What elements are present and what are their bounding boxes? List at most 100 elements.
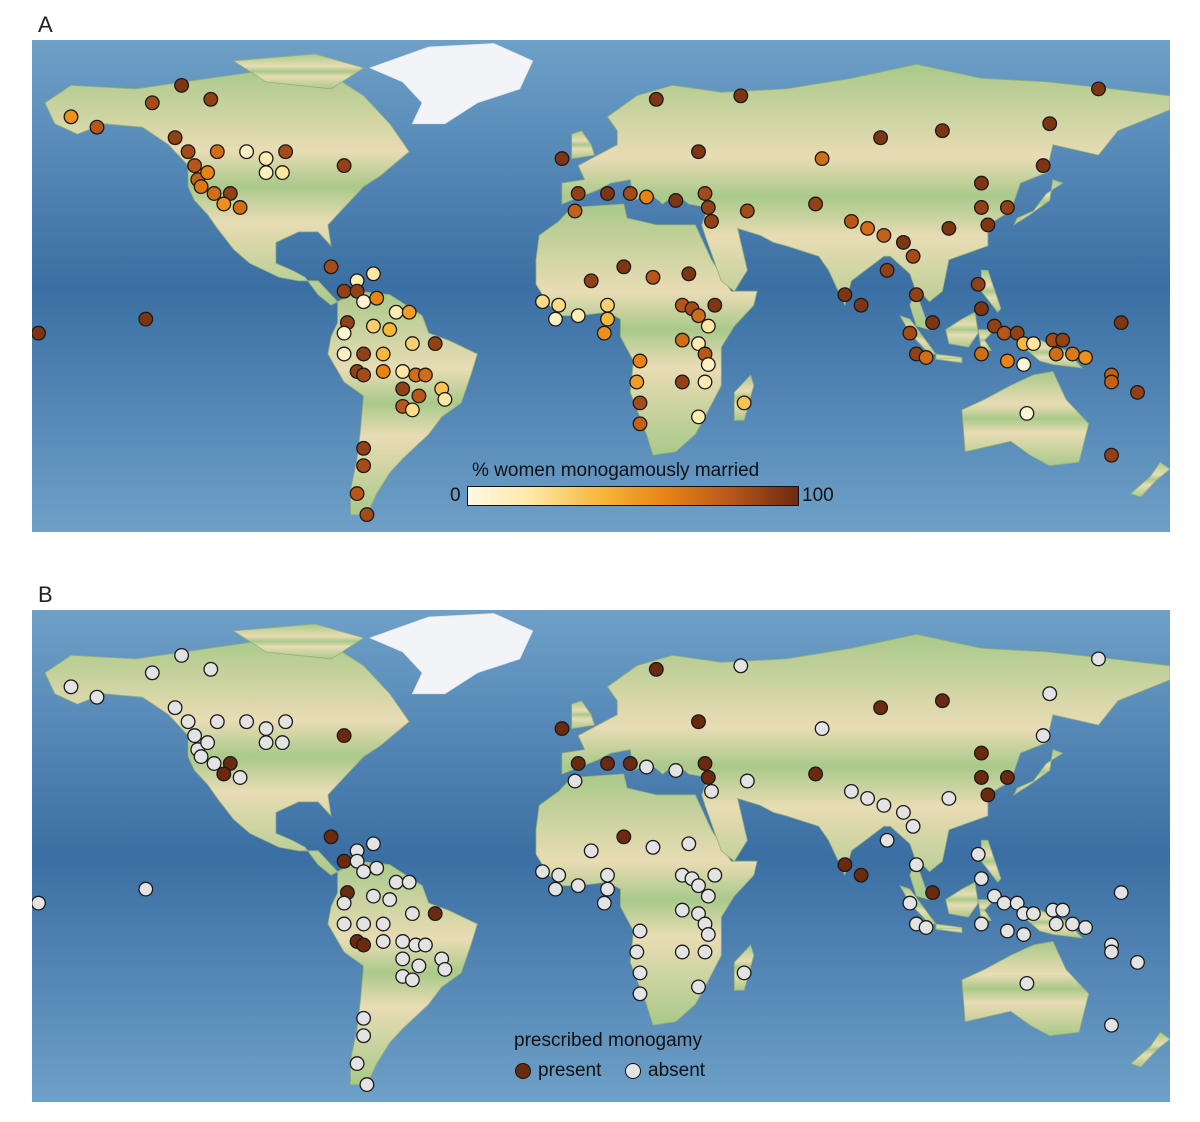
site-marker[interactable]	[632, 416, 648, 432]
site-marker[interactable]	[697, 186, 713, 201]
site-marker[interactable]	[356, 1028, 372, 1044]
site-marker[interactable]	[200, 165, 216, 181]
site-marker[interactable]	[193, 749, 209, 765]
site-marker[interactable]	[258, 165, 274, 181]
site-marker[interactable]	[427, 336, 443, 352]
site-marker[interactable]	[89, 689, 105, 705]
site-marker[interactable]	[258, 721, 274, 737]
site-marker[interactable]	[999, 923, 1015, 939]
site-marker[interactable]	[278, 144, 294, 160]
site-marker[interactable]	[1065, 916, 1080, 932]
site-marker[interactable]	[356, 1010, 372, 1026]
site-marker[interactable]	[404, 906, 420, 922]
site-marker[interactable]	[860, 790, 876, 806]
site-marker[interactable]	[365, 888, 381, 904]
site-marker[interactable]	[144, 665, 160, 681]
site-marker[interactable]	[349, 486, 365, 502]
site-marker[interactable]	[973, 871, 989, 887]
site-marker[interactable]	[980, 217, 996, 233]
site-marker[interactable]	[733, 658, 749, 674]
site-marker[interactable]	[905, 248, 921, 264]
site-marker[interactable]	[554, 721, 570, 737]
site-marker[interactable]	[622, 756, 638, 771]
site-marker[interactable]	[596, 895, 612, 911]
site-marker[interactable]	[843, 213, 859, 229]
site-marker[interactable]	[691, 714, 706, 730]
site-marker[interactable]	[600, 756, 615, 771]
site-marker[interactable]	[908, 857, 924, 873]
site-marker[interactable]	[697, 944, 713, 960]
site-marker[interactable]	[570, 308, 586, 324]
site-marker[interactable]	[336, 158, 352, 174]
site-marker[interactable]	[1048, 346, 1064, 362]
site-marker[interactable]	[382, 322, 398, 338]
site-marker[interactable]	[697, 756, 713, 771]
site-marker[interactable]	[336, 916, 352, 932]
site-marker[interactable]	[203, 661, 219, 677]
site-marker[interactable]	[1042, 116, 1058, 132]
site-marker[interactable]	[535, 294, 550, 310]
site-marker[interactable]	[388, 304, 404, 320]
site-marker[interactable]	[691, 308, 706, 324]
site-marker[interactable]	[668, 193, 684, 208]
site-marker[interactable]	[323, 259, 339, 275]
site-marker[interactable]	[200, 735, 216, 751]
site-marker[interactable]	[860, 220, 876, 236]
site-marker[interactable]	[222, 756, 238, 771]
site-marker[interactable]	[691, 878, 706, 894]
site-marker[interactable]	[1055, 902, 1071, 918]
site-marker[interactable]	[1104, 1017, 1119, 1033]
site-marker[interactable]	[239, 714, 255, 730]
site-marker[interactable]	[973, 916, 989, 932]
site-marker[interactable]	[996, 325, 1012, 341]
site-marker[interactable]	[1019, 405, 1035, 421]
site-marker[interactable]	[600, 867, 615, 883]
site-marker[interactable]	[1025, 336, 1041, 352]
site-marker[interactable]	[879, 832, 895, 848]
site-marker[interactable]	[873, 130, 889, 146]
site-marker[interactable]	[674, 332, 690, 348]
site-marker[interactable]	[681, 266, 697, 282]
site-marker[interactable]	[600, 881, 615, 897]
site-marker[interactable]	[437, 391, 453, 407]
site-marker[interactable]	[622, 186, 638, 201]
site-marker[interactable]	[1113, 885, 1129, 901]
site-marker[interactable]	[187, 728, 203, 744]
site-marker[interactable]	[417, 367, 433, 383]
site-marker[interactable]	[375, 346, 391, 362]
site-marker[interactable]	[697, 374, 713, 390]
site-marker[interactable]	[934, 123, 950, 139]
site-marker[interactable]	[629, 944, 645, 960]
site-marker[interactable]	[902, 325, 918, 341]
site-marker[interactable]	[736, 395, 752, 411]
site-marker[interactable]	[632, 395, 648, 411]
site-marker[interactable]	[548, 311, 563, 327]
site-marker[interactable]	[674, 944, 690, 960]
site-marker[interactable]	[570, 186, 586, 201]
site-marker[interactable]	[375, 364, 391, 379]
site-marker[interactable]	[356, 367, 372, 383]
site-marker[interactable]	[404, 972, 420, 988]
site-marker[interactable]	[535, 864, 550, 880]
site-marker[interactable]	[700, 200, 716, 215]
site-marker[interactable]	[639, 189, 654, 205]
map-panel-a[interactable]: % women monogamously married 0 100	[32, 40, 1170, 532]
site-marker[interactable]	[970, 276, 986, 292]
site-marker[interactable]	[632, 353, 648, 369]
site-marker[interactable]	[1048, 916, 1064, 932]
site-marker[interactable]	[548, 881, 563, 897]
site-marker[interactable]	[278, 714, 294, 730]
site-marker[interactable]	[63, 679, 79, 695]
site-marker[interactable]	[32, 325, 46, 341]
site-marker[interactable]	[876, 797, 892, 813]
site-marker[interactable]	[395, 364, 411, 379]
site-marker[interactable]	[336, 283, 352, 299]
site-marker[interactable]	[632, 986, 648, 1002]
site-marker[interactable]	[600, 186, 615, 201]
site-marker[interactable]	[336, 346, 352, 362]
site-marker[interactable]	[356, 346, 372, 362]
site-marker[interactable]	[1130, 954, 1145, 970]
site-marker[interactable]	[973, 745, 989, 761]
site-marker[interactable]	[632, 965, 648, 981]
site-marker[interactable]	[681, 836, 697, 852]
